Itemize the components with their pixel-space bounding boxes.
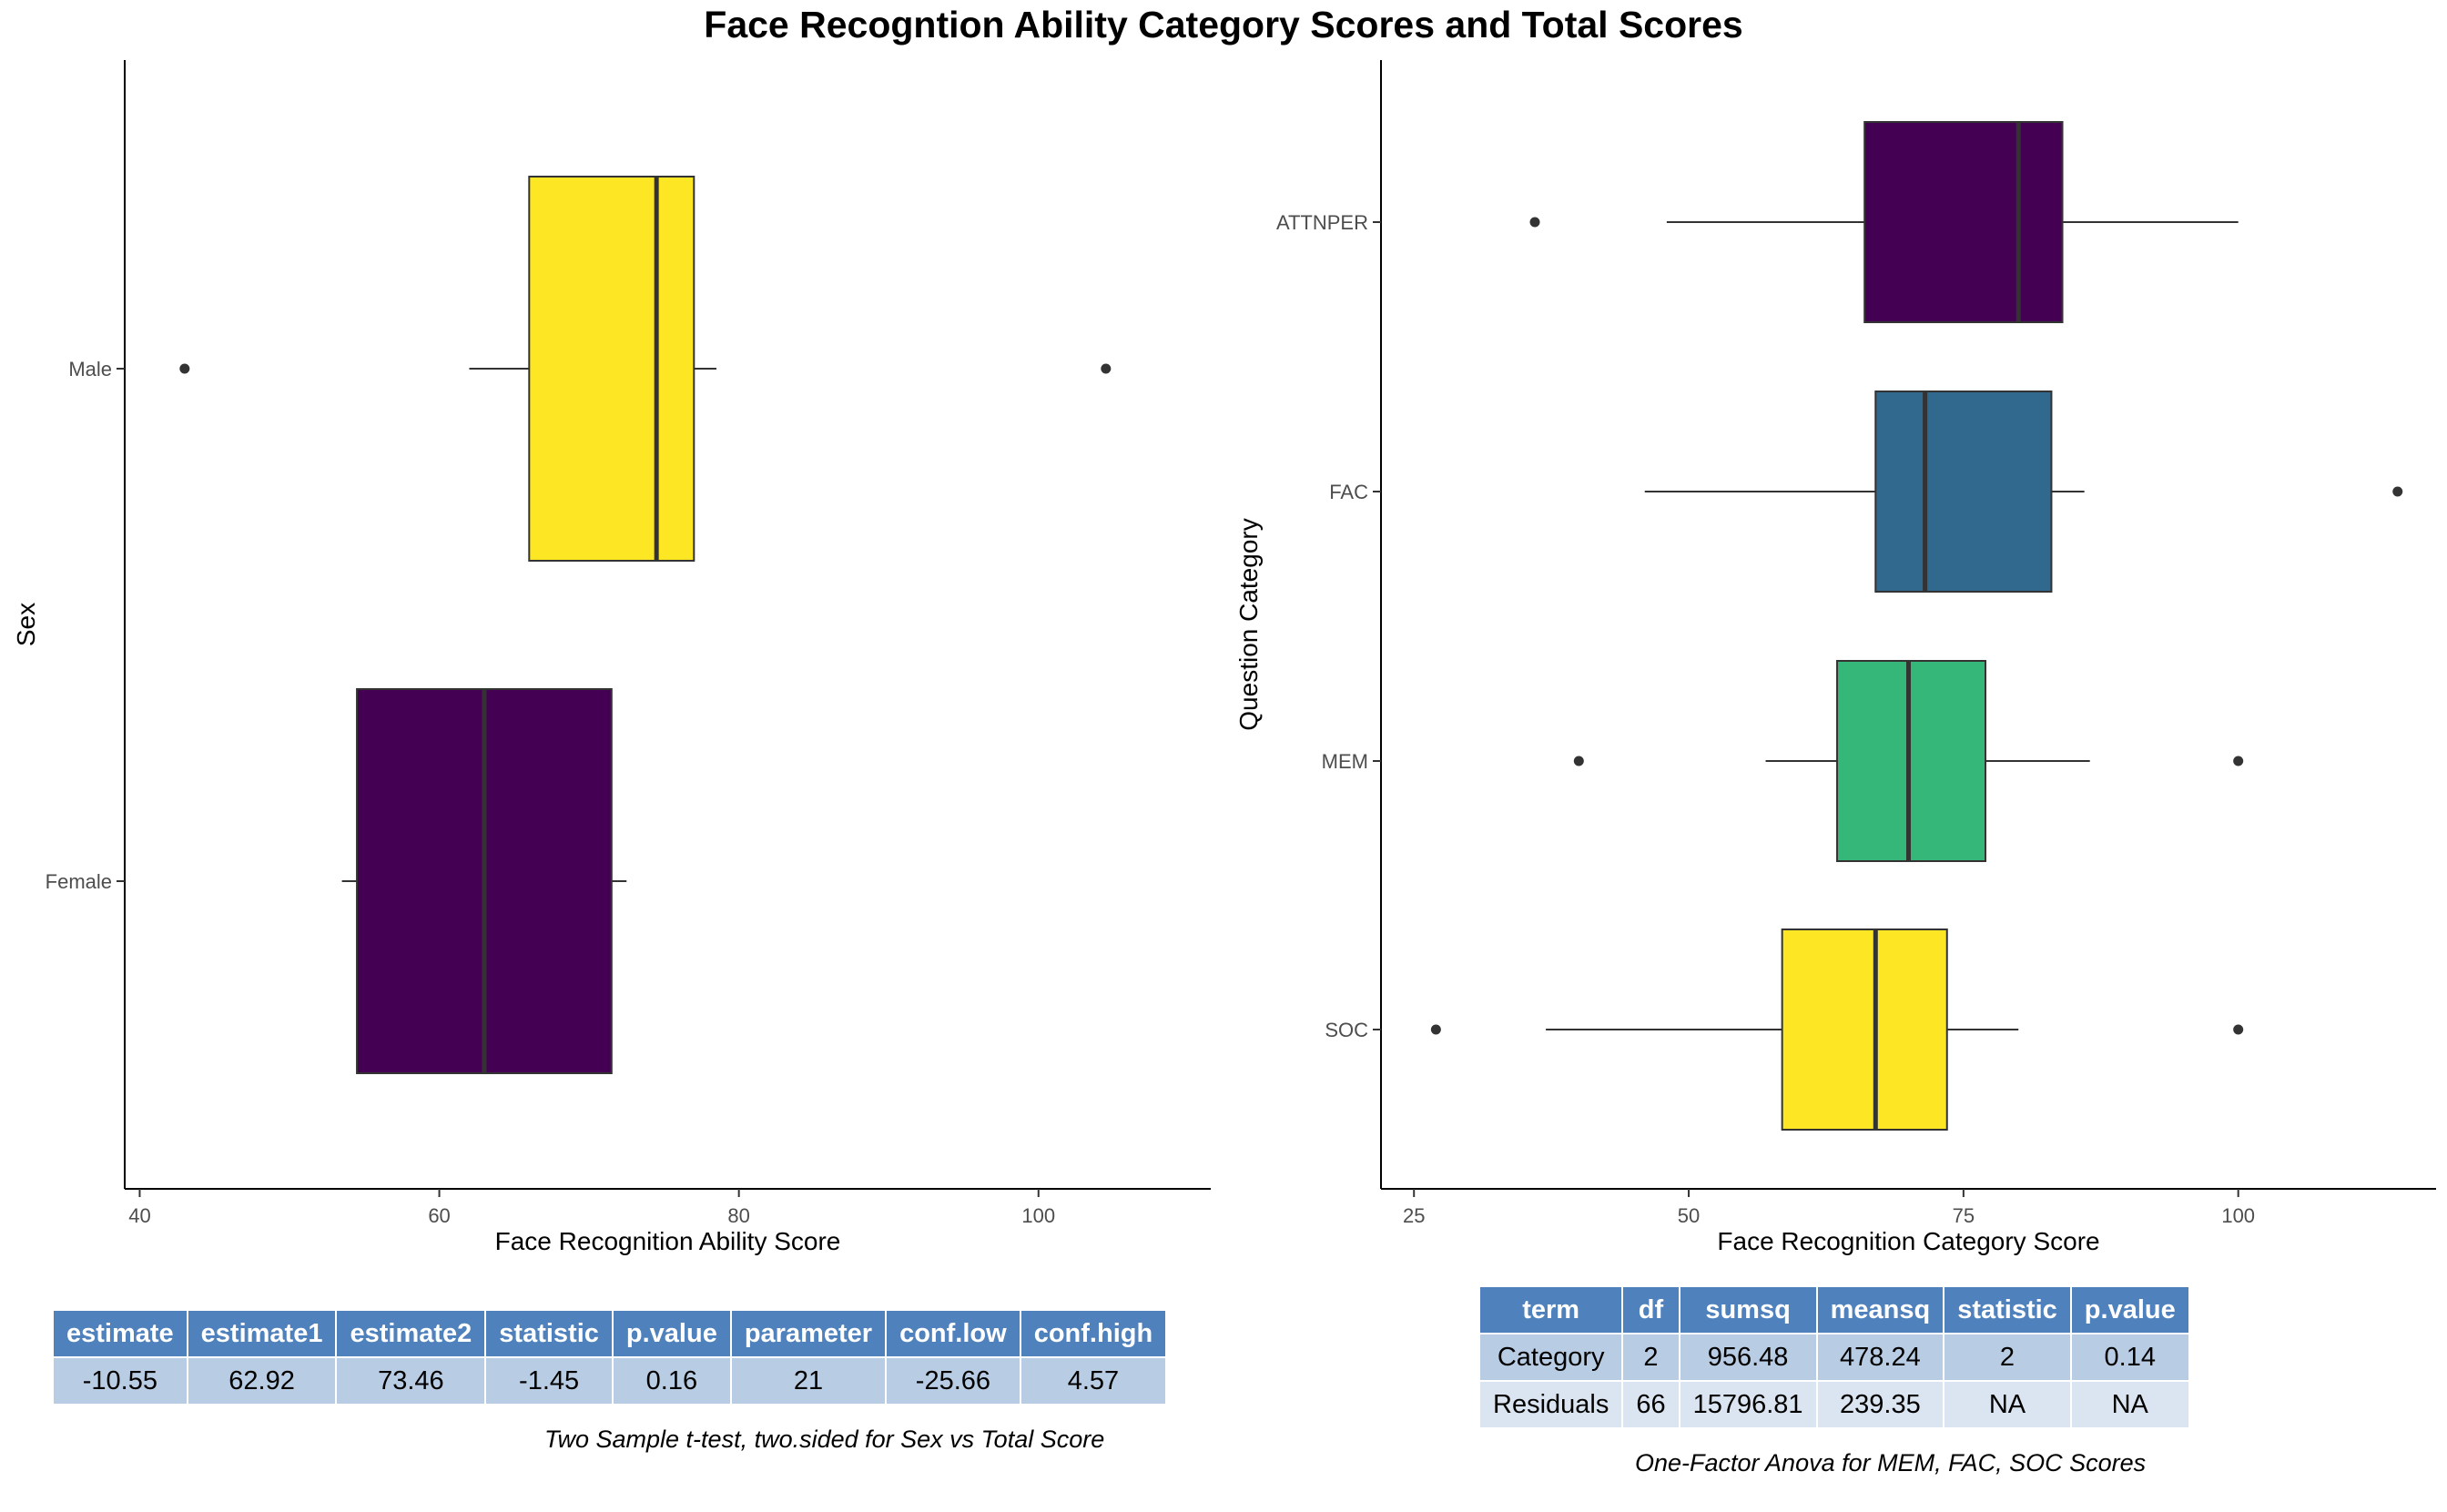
outlier-point [2233,1024,2244,1035]
anova-header-cell: term [1477,1285,1624,1334]
ttest-cell: -1.45 [484,1356,614,1405]
ttest-table: estimate estimate1 estimate2 statistic p.val… [52,1309,1168,1405]
box-iqr [1874,391,2053,593]
category-x-tick-label: 75 [1953,1204,1975,1227]
ttest-cell: 62.92 [186,1356,338,1405]
category-box-soc [1430,929,2244,1131]
anova-header-cell: p.value [2069,1285,2190,1334]
box-iqr [1836,660,1987,862]
anova-header-row: term df sumsq meansq statistic p.value [1477,1285,2190,1334]
anova-cell: 956.48 [1678,1333,1818,1382]
sex-x-tick-label: 80 [727,1204,749,1227]
outlier-point [1529,217,1540,228]
anova-cell: 239.35 [1815,1380,1945,1429]
category-box-attnper [1529,121,2239,323]
ttest-cell: 4.57 [1019,1356,1168,1405]
outlier-point [1573,756,1584,766]
anova-cell: Residuals [1477,1380,1624,1429]
category-box-mem [1573,660,2244,862]
ttest-header-cell: statistic [484,1309,614,1358]
category-x-tick-label: 100 [2221,1204,2255,1227]
box-iqr [1863,121,2064,323]
outlier-point [2392,486,2403,497]
category-y-tick-label: MEM [1322,750,1368,773]
ttest-header-row: estimate estimate1 estimate2 statistic p.val… [52,1309,1168,1358]
anova-cell: 478.24 [1815,1333,1945,1382]
anova-header-cell: meansq [1815,1285,1945,1334]
sex-x-tick-label: 100 [1021,1204,1055,1227]
anova-caption: One-Factor Anova for MEM, FAC, SOC Score… [1635,1449,2147,1476]
anova-cell: 2 [1943,1333,2072,1382]
ttest-header-cell: conf.low [885,1309,1021,1358]
anova-header-cell: statistic [1943,1285,2072,1334]
ttest-row: -10.55 62.92 73.46 -1.45 0.16 21 -25.66 4.57 [52,1356,1168,1405]
sex-x-axis-title: Face Recognition Ability Score [495,1227,841,1255]
ttest-header-cell: p.value [611,1309,732,1358]
box-iqr [528,176,696,562]
category-y-tick-label: SOC [1325,1019,1368,1041]
ttest-header-cell: estimate [52,1309,188,1358]
anova-header-cell: df [1621,1285,1680,1334]
outlier-point [1101,363,1112,374]
sex-y-axis-title: Sex [12,603,40,646]
outlier-point [1430,1024,1441,1035]
anova-row: Category 2 956.48 478.24 2 0.14 [1477,1333,2190,1382]
ttest-caption: Two Sample t-test, two.sided for Sex vs … [544,1426,1105,1453]
sex-y-tick-label: Male [68,358,112,381]
ttest-cell: 73.46 [335,1356,487,1405]
anova-row: Residuals 66 15796.81 239.35 NA NA [1477,1380,2190,1429]
sex-x-tick-label: 40 [128,1204,150,1227]
category-y-axis-title: Question Category [1234,518,1263,730]
category-boxplot-panel: 25 50 75 100 ATTNPER FAC MEM SOC Face Recognitio… [1234,60,2436,1255]
anova-cell: NA [2069,1380,2190,1429]
page-title: Face Recogntion Ability Category Scores … [704,4,1743,46]
anova-table: term df sumsq meansq statistic p.value Catego… [1477,1285,2190,1429]
anova-cell: 2 [1621,1333,1680,1382]
ttest-header-cell: parameter [729,1309,888,1358]
ttest-cell: 21 [729,1356,888,1405]
box-iqr [1781,929,1948,1131]
category-y-tick-label: FAC [1329,481,1368,503]
sex-box-female [341,688,627,1074]
ttest-cell: -25.66 [885,1356,1021,1405]
category-x-axis-title: Face Recognition Category Score [1717,1227,2099,1255]
outlier-point [179,363,190,374]
category-y-tick-label: ATTNPER [1276,211,1368,234]
ttest-header-cell: estimate2 [335,1309,487,1358]
ttest-cell: -10.55 [52,1356,188,1405]
ttest-header-cell: estimate1 [186,1309,338,1358]
sex-x-tick-label: 60 [428,1204,450,1227]
outlier-point [2233,756,2244,766]
category-box-fac [1644,391,2403,593]
category-x-tick-label: 25 [1403,1204,1425,1227]
anova-cell: Category [1477,1333,1624,1382]
anova-cell: 66 [1621,1380,1680,1429]
sex-y-tick-label: Female [46,870,112,893]
ttest-header-cell: conf.high [1019,1309,1168,1358]
anova-cell: 15796.81 [1678,1380,1818,1429]
anova-header-cell: sumsq [1678,1285,1818,1334]
category-x-tick-label: 50 [1678,1204,1700,1227]
sex-boxplot-panel: 40 60 80 100 Male Female Face Recognition Abil… [12,60,1211,1255]
anova-cell: NA [1943,1380,2072,1429]
anova-cell: 0.14 [2069,1333,2190,1382]
ttest-cell: 0.16 [611,1356,732,1405]
sex-box-male [179,176,1112,562]
